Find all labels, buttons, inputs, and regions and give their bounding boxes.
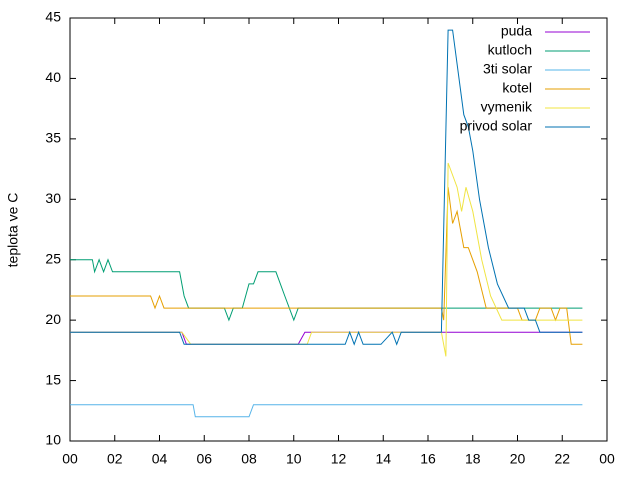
y-tick-label: 35 bbox=[45, 130, 61, 146]
legend-label: puda bbox=[501, 23, 532, 39]
y-axis-label: teplota ve C bbox=[5, 193, 21, 268]
legend-label: kotel bbox=[502, 80, 532, 96]
y-tick-label: 10 bbox=[45, 432, 61, 448]
y-tick-label: 25 bbox=[45, 250, 61, 266]
x-tick-label: 04 bbox=[152, 451, 168, 467]
y-tick-label: 30 bbox=[45, 190, 61, 206]
x-tick-label: 20 bbox=[510, 451, 526, 467]
x-tick-label: 16 bbox=[420, 451, 436, 467]
y-tick-label: 20 bbox=[45, 311, 61, 327]
x-tick-label: 06 bbox=[196, 451, 212, 467]
legend-label: kutloch bbox=[488, 42, 532, 58]
x-tick-label: 22 bbox=[554, 451, 570, 467]
series-line bbox=[70, 162, 583, 357]
series-line bbox=[70, 331, 583, 345]
x-tick-label: 02 bbox=[107, 451, 123, 467]
y-tick-label: 15 bbox=[45, 371, 61, 387]
x-tick-label: 18 bbox=[465, 451, 481, 467]
y-tick-label: 45 bbox=[45, 9, 61, 25]
x-tick-label: 08 bbox=[241, 451, 257, 467]
series-line bbox=[70, 404, 583, 418]
x-tick-label: 10 bbox=[286, 451, 302, 467]
x-tick-label: 00 bbox=[62, 451, 78, 467]
x-tick-label: 12 bbox=[331, 451, 347, 467]
x-tick-label: 14 bbox=[375, 451, 391, 467]
series-line bbox=[70, 29, 583, 346]
series-line bbox=[70, 187, 583, 345]
x-tick-label: 00 bbox=[599, 451, 615, 467]
legend-label: 3ti solar bbox=[483, 61, 532, 77]
series-line bbox=[70, 258, 583, 322]
legend-label: privod solar bbox=[460, 118, 533, 134]
y-tick-label: 40 bbox=[45, 69, 61, 85]
legend-label: vymenik bbox=[481, 99, 533, 115]
